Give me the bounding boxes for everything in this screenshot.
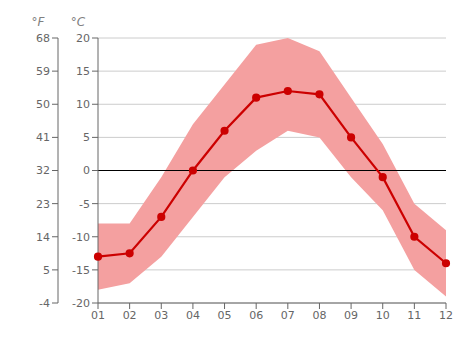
svg-text:08: 08 — [312, 309, 326, 322]
svg-text:05: 05 — [218, 309, 232, 322]
svg-text:50: 50 — [36, 98, 50, 111]
svg-text:-10: -10 — [72, 231, 90, 244]
svg-text:-15: -15 — [72, 264, 90, 277]
svg-text:59: 59 — [36, 65, 50, 78]
svg-text:04: 04 — [186, 309, 200, 322]
svg-text:41: 41 — [36, 131, 50, 144]
svg-text:14: 14 — [36, 231, 50, 244]
svg-text:06: 06 — [249, 309, 263, 322]
svg-text:10: 10 — [376, 309, 390, 322]
svg-text:-5: -5 — [79, 198, 90, 211]
svg-text:-4: -4 — [39, 297, 50, 310]
svg-text:0: 0 — [83, 164, 90, 177]
svg-text:5: 5 — [43, 264, 50, 277]
svg-text:°C: °C — [71, 15, 86, 29]
svg-text:10: 10 — [76, 98, 90, 111]
svg-text:11: 11 — [407, 309, 421, 322]
svg-text:68: 68 — [36, 32, 50, 45]
svg-text:°F: °F — [32, 15, 46, 29]
svg-text:09: 09 — [344, 309, 358, 322]
svg-text:07: 07 — [281, 309, 295, 322]
svg-text:15: 15 — [76, 65, 90, 78]
svg-text:5: 5 — [83, 131, 90, 144]
svg-text:20: 20 — [76, 32, 90, 45]
svg-text:-20: -20 — [72, 297, 90, 310]
svg-text:23: 23 — [36, 198, 50, 211]
svg-text:32: 32 — [36, 164, 50, 177]
svg-text:12: 12 — [439, 309, 453, 322]
svg-text:01: 01 — [91, 309, 105, 322]
svg-text:02: 02 — [123, 309, 137, 322]
svg-text:03: 03 — [154, 309, 168, 322]
